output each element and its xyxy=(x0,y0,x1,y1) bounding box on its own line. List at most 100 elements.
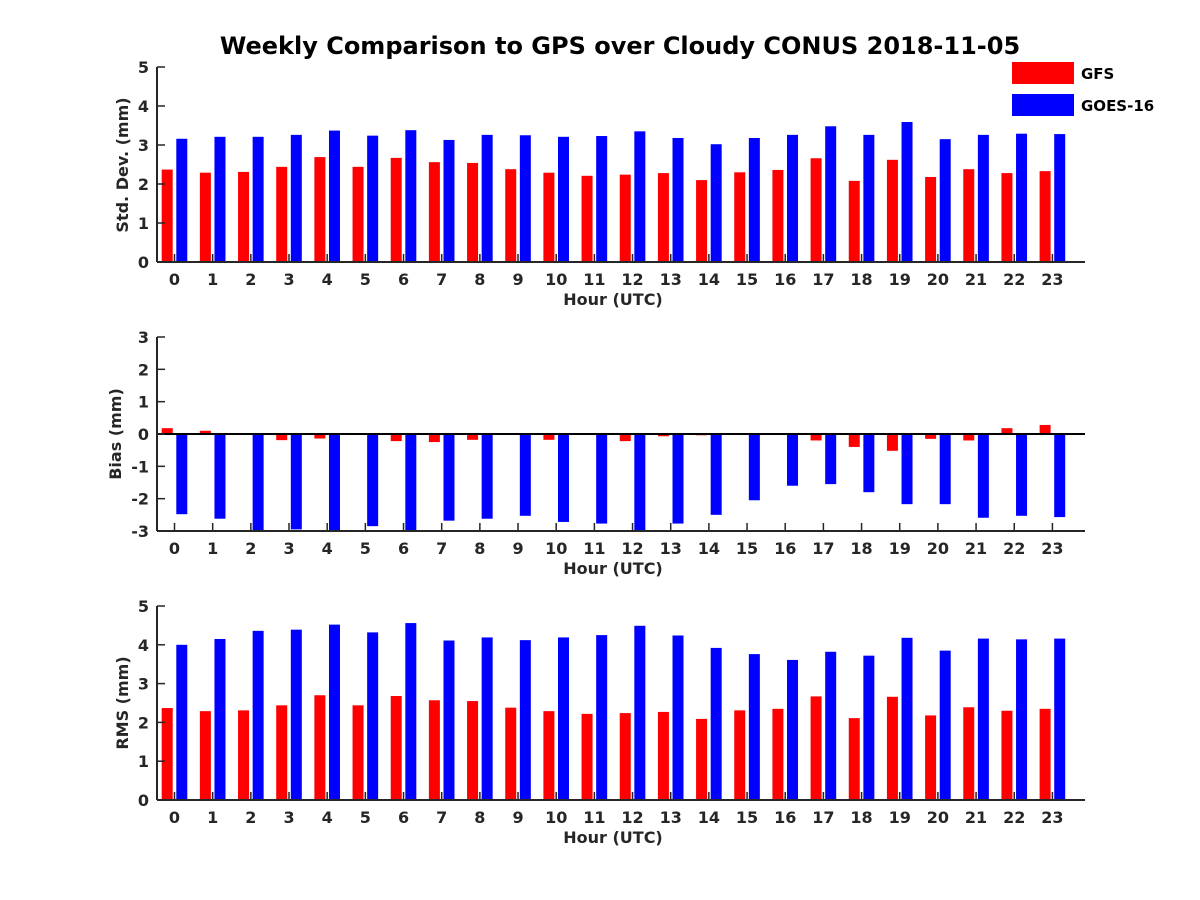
bar-goes-16-7 xyxy=(443,434,455,521)
bar-goes-16-23 xyxy=(1054,638,1066,800)
bar-gfs-16 xyxy=(772,169,784,262)
x-tick-label: 11 xyxy=(583,808,605,827)
bar-goes-16-17 xyxy=(825,434,837,485)
y-tick-label: 4 xyxy=(138,636,149,655)
bar-goes-16-4 xyxy=(328,624,340,800)
x-tick-label: 3 xyxy=(283,539,294,558)
bar-goes-16-1 xyxy=(214,434,226,519)
bar-goes-16-11 xyxy=(596,434,608,524)
x-tick-label: 19 xyxy=(889,539,911,558)
x-tick-label: 12 xyxy=(621,808,643,827)
bar-goes-16-10 xyxy=(558,434,569,522)
bar-gfs-23 xyxy=(1039,171,1051,262)
x-tick-label: 3 xyxy=(283,270,294,289)
bar-gfs-6 xyxy=(390,157,402,262)
bar-goes-16-13 xyxy=(672,635,684,800)
y-tick-label: 0 xyxy=(138,791,149,810)
bar-gfs-13 xyxy=(657,434,669,437)
bar-gfs-17 xyxy=(810,696,822,800)
bar-goes-16-19 xyxy=(901,434,913,505)
x-tick-label: 17 xyxy=(812,808,834,827)
x-tick-label: 0 xyxy=(169,539,180,558)
y-tick-label: 0 xyxy=(138,253,149,272)
x-tick-label: 2 xyxy=(245,270,256,289)
x-tick-label: 12 xyxy=(621,270,643,289)
bar-gfs-13 xyxy=(657,711,669,800)
bar-goes-16-21 xyxy=(977,134,989,262)
bar-goes-16-13 xyxy=(672,434,684,524)
x-tick-label: 6 xyxy=(398,539,409,558)
bar-goes-16-3 xyxy=(290,134,302,262)
bar-goes-16-23 xyxy=(1054,134,1066,262)
bar-goes-16-10 xyxy=(558,136,569,262)
bar-gfs-23 xyxy=(1039,708,1051,800)
bar-gfs-1 xyxy=(199,172,211,262)
x-tick-label: 3 xyxy=(283,808,294,827)
y-axis-label: RMS (mm) xyxy=(113,656,132,749)
x-tick-label: 23 xyxy=(1041,270,1063,289)
bar-goes-16-5 xyxy=(367,434,379,527)
bar-gfs-18 xyxy=(848,180,860,262)
x-tick-label: 12 xyxy=(621,539,643,558)
x-tick-label: 16 xyxy=(774,270,796,289)
x-tick-label: 0 xyxy=(169,270,180,289)
bar-gfs-1 xyxy=(199,430,211,434)
bar-goes-16-3 xyxy=(290,434,302,530)
x-tick-label: 2 xyxy=(245,539,256,558)
x-tick-label: 22 xyxy=(1003,808,1025,827)
bar-gfs-20 xyxy=(925,176,937,262)
x-tick-label: 20 xyxy=(927,270,949,289)
bar-goes-16-5 xyxy=(367,135,379,262)
bar-goes-16-16 xyxy=(787,659,799,800)
x-tick-label: 20 xyxy=(927,539,949,558)
x-tick-label: 18 xyxy=(850,808,872,827)
bar-gfs-22 xyxy=(1001,710,1013,800)
x-tick-label: 13 xyxy=(660,808,682,827)
y-tick-label: 1 xyxy=(138,393,149,412)
bar-gfs-8 xyxy=(467,434,479,440)
y-axis-label: Std. Dev. (mm) xyxy=(113,97,132,232)
bar-gfs-14 xyxy=(696,718,708,800)
x-tick-label: 21 xyxy=(965,270,987,289)
bar-goes-16-23 xyxy=(1054,434,1066,518)
x-tick-label: 16 xyxy=(774,808,796,827)
bar-gfs-11 xyxy=(581,175,593,262)
bar-goes-16-9 xyxy=(519,135,531,262)
x-tick-label: 7 xyxy=(436,270,447,289)
bar-goes-16-6 xyxy=(405,130,417,262)
x-tick-label: 11 xyxy=(583,270,605,289)
legend: GFS GOES-16 xyxy=(1012,62,1154,116)
x-tick-label: 7 xyxy=(436,808,447,827)
bar-gfs-16 xyxy=(772,708,784,800)
bar-gfs-3 xyxy=(276,166,288,262)
x-tick-label: 16 xyxy=(774,539,796,558)
bar-gfs-20 xyxy=(925,434,937,439)
y-tick-label: 3 xyxy=(138,136,149,155)
bar-goes-16-4 xyxy=(328,434,340,531)
legend-swatch-goes-16 xyxy=(1012,94,1074,116)
x-tick-label: 9 xyxy=(512,808,523,827)
bar-gfs-2 xyxy=(238,171,250,262)
bar-gfs-12 xyxy=(619,174,631,262)
x-tick-label: 22 xyxy=(1003,539,1025,558)
bar-goes-16-2 xyxy=(252,136,264,262)
bar-goes-16-8 xyxy=(481,134,493,262)
bar-gfs-18 xyxy=(848,434,860,447)
bar-goes-16-15 xyxy=(748,434,760,501)
bar-gfs-18 xyxy=(848,718,860,800)
bar-goes-16-12 xyxy=(634,625,646,800)
bar-goes-16-6 xyxy=(405,434,417,531)
bar-gfs-5 xyxy=(352,166,364,262)
bar-gfs-7 xyxy=(428,700,440,800)
bar-goes-16-20 xyxy=(939,650,951,800)
bar-goes-16-2 xyxy=(252,630,264,800)
bar-goes-16-7 xyxy=(443,139,455,262)
bar-goes-16-16 xyxy=(787,434,799,486)
x-tick-label: 18 xyxy=(850,539,872,558)
bar-goes-16-1 xyxy=(214,638,226,800)
bar-goes-16-21 xyxy=(977,638,989,800)
bar-gfs-15 xyxy=(734,172,746,262)
x-tick-label: 10 xyxy=(545,270,567,289)
bar-goes-16-15 xyxy=(748,654,760,800)
bar-gfs-22 xyxy=(1001,428,1013,434)
